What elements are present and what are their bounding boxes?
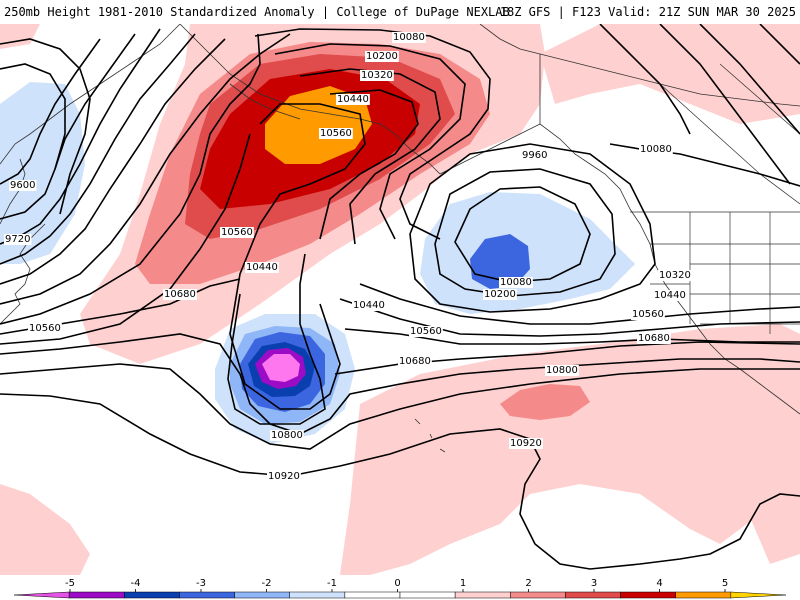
contour-label: 10800 — [546, 365, 578, 376]
contour-label: 10200 — [484, 289, 516, 300]
contour-label: 10560 — [221, 227, 253, 238]
contour-label: 10440 — [337, 94, 369, 105]
colorbar-tick-label: 2 — [525, 578, 531, 589]
anomaly-map: 10080 10200 10320 10440 10560 9960 10080… — [0, 24, 800, 575]
contour-label: 10320 — [659, 270, 691, 281]
contour-label-background — [521, 150, 549, 161]
contour-label: 10920 — [268, 471, 300, 482]
colorbar-swatch — [344, 591, 401, 599]
contour-label-background — [392, 32, 426, 43]
contour-label-background — [28, 323, 62, 334]
colorbar-tick-label: -3 — [196, 578, 206, 589]
contour-label-background — [336, 94, 370, 105]
contour-label-background — [653, 290, 687, 301]
contour-label: 10680 — [164, 289, 196, 300]
contour-label: 10080 — [500, 277, 532, 288]
colorbar-swatches — [13, 591, 787, 599]
colorbar-swatch — [124, 591, 180, 599]
contour-label-background — [631, 309, 665, 320]
colorbar-tick-label: 5 — [722, 578, 728, 589]
contour-label-background — [360, 70, 394, 81]
anomaly-neg1-region — [0, 82, 85, 264]
anomaly-neg6-region — [262, 354, 300, 382]
contour-label: 10680 — [638, 333, 670, 344]
contour-label: 10920 — [510, 438, 542, 449]
anomaly-pos2-region — [500, 384, 590, 420]
colorbar-swatch — [454, 591, 511, 599]
contour-label-background — [220, 227, 254, 238]
contour-label-background — [658, 270, 692, 281]
colorbar-tick-label: 0 — [394, 578, 400, 589]
colorbar-tick-label: 1 — [460, 578, 466, 589]
contour-label-background — [352, 300, 386, 311]
colorbar-swatch — [179, 591, 235, 599]
colorbar-tick-label: -5 — [65, 578, 75, 589]
model-run-info: 18Z GFS | F123 Valid: 21Z SUN MAR 30 202… — [499, 5, 796, 19]
coastlines — [0, 24, 800, 453]
contour-label: 10200 — [366, 51, 398, 62]
contour-label: 10440 — [654, 290, 686, 301]
colorbar-tick-label: -1 — [327, 578, 337, 589]
anomaly-pos1-region — [0, 484, 90, 575]
map-title: 250mb Height 1981-2010 Standardized Anom… — [4, 5, 510, 19]
colorbar-tick-label: 4 — [656, 578, 662, 589]
colorbar-swatch — [13, 591, 70, 599]
contour-label-background — [637, 333, 671, 344]
colorbar-swatch — [68, 591, 125, 599]
colorbar-swatch — [289, 591, 346, 599]
contour-label: 10560 — [410, 326, 442, 337]
contour-label: 10080 — [393, 32, 425, 43]
contour-label-background — [509, 438, 543, 449]
contour-label-background — [545, 365, 579, 376]
contour-label: 10440 — [246, 262, 278, 273]
contour-label-background — [9, 180, 37, 191]
contour-label: 10320 — [361, 70, 393, 81]
colorbar-swatch — [730, 591, 787, 599]
colorbar-swatch — [510, 591, 566, 599]
anomaly-pos1-region — [740, 484, 800, 564]
contour-label: 10560 — [320, 128, 352, 139]
colorbar-ticks: -5 -4 -3 -2 -1 0 1 2 3 4 5 — [65, 578, 728, 592]
contour-label: 10560 — [29, 323, 61, 334]
anomaly-pos1-region — [340, 324, 800, 575]
colorbar-tick-label: 3 — [591, 578, 597, 589]
contour-label: 10560 — [632, 309, 664, 320]
contour-label-background — [639, 144, 673, 155]
colorbar-swatch — [620, 591, 676, 599]
contour-label-background — [499, 277, 533, 288]
contour-label-background — [4, 234, 32, 245]
contour-label: 9720 — [5, 234, 30, 245]
contour-label-background — [398, 356, 432, 367]
contour-label-background — [270, 430, 304, 441]
colorbar: -5 -4 -3 -2 -1 0 1 2 3 4 5 — [13, 578, 787, 599]
colorbar-tick-label: -4 — [131, 578, 141, 589]
contour-label: 10680 — [399, 356, 431, 367]
contour-label: 10440 — [353, 300, 385, 311]
contour-labels: 10080 10200 10320 10440 10560 9960 10080… — [4, 32, 692, 482]
colorbar-swatch — [234, 591, 290, 599]
colorbar-swatch — [399, 591, 456, 599]
contour-label: 10800 — [271, 430, 303, 441]
anomaly-neg3-region — [470, 234, 530, 289]
contour-label-background — [267, 471, 301, 482]
contour-label-background — [365, 51, 399, 62]
anomaly-pos1-region — [540, 24, 800, 124]
colorbar-swatch — [565, 591, 621, 599]
anomaly-pos1-region — [0, 24, 40, 49]
contour-label: 9960 — [522, 150, 547, 161]
contour-label-background — [319, 128, 353, 139]
contour-label: 10080 — [640, 144, 672, 155]
height-contours — [0, 24, 800, 570]
contour-label-background — [483, 289, 517, 300]
contour-label-background — [245, 262, 279, 273]
contour-label-background — [409, 326, 443, 337]
colorbar-swatch — [675, 591, 732, 599]
title-bar: 250mb Height 1981-2010 Standardized Anom… — [0, 0, 800, 24]
contour-label: 9600 — [10, 180, 35, 191]
contour-label-background — [163, 289, 197, 300]
colorbar-tick-label: -2 — [262, 578, 272, 589]
